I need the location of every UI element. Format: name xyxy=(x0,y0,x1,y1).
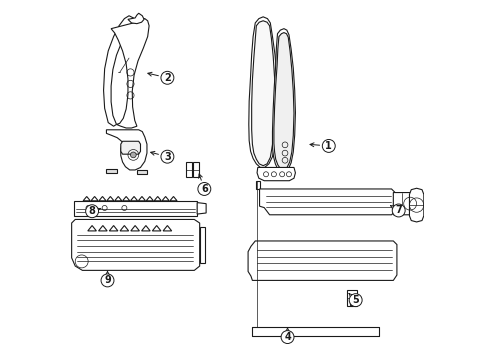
Circle shape xyxy=(348,294,362,307)
Text: 1: 1 xyxy=(325,141,331,151)
Polygon shape xyxy=(91,197,98,201)
Polygon shape xyxy=(169,197,177,201)
Text: 5: 5 xyxy=(351,295,358,305)
Polygon shape xyxy=(83,197,90,201)
Polygon shape xyxy=(72,220,199,270)
Polygon shape xyxy=(146,197,153,201)
Polygon shape xyxy=(106,169,117,173)
Text: 2: 2 xyxy=(163,73,170,83)
Circle shape xyxy=(161,150,174,163)
Polygon shape xyxy=(408,188,423,222)
Polygon shape xyxy=(162,197,169,201)
Circle shape xyxy=(198,183,210,195)
Polygon shape xyxy=(74,201,197,216)
Polygon shape xyxy=(259,189,394,215)
Polygon shape xyxy=(272,29,295,172)
Polygon shape xyxy=(163,226,171,231)
Text: 4: 4 xyxy=(284,332,290,342)
Polygon shape xyxy=(128,13,144,24)
Polygon shape xyxy=(88,226,96,231)
Polygon shape xyxy=(115,197,122,201)
Polygon shape xyxy=(137,170,147,174)
Polygon shape xyxy=(122,197,129,201)
Circle shape xyxy=(101,274,114,287)
Polygon shape xyxy=(106,130,147,170)
Polygon shape xyxy=(106,197,114,201)
Polygon shape xyxy=(121,141,140,154)
Circle shape xyxy=(281,330,293,343)
Polygon shape xyxy=(197,203,206,214)
Polygon shape xyxy=(192,162,199,177)
Text: 6: 6 xyxy=(201,184,207,194)
Polygon shape xyxy=(109,226,118,231)
Polygon shape xyxy=(131,226,139,231)
Polygon shape xyxy=(256,181,259,189)
Polygon shape xyxy=(142,226,150,231)
Polygon shape xyxy=(111,19,149,128)
Polygon shape xyxy=(154,197,161,201)
Polygon shape xyxy=(273,33,293,170)
Polygon shape xyxy=(248,17,277,167)
Polygon shape xyxy=(185,162,192,177)
Polygon shape xyxy=(251,327,378,336)
Polygon shape xyxy=(138,197,145,201)
Polygon shape xyxy=(199,226,204,263)
Polygon shape xyxy=(152,226,161,231)
Circle shape xyxy=(161,71,174,84)
Text: 8: 8 xyxy=(88,206,95,216)
Polygon shape xyxy=(346,290,356,306)
Circle shape xyxy=(85,205,99,218)
Polygon shape xyxy=(103,16,136,126)
Polygon shape xyxy=(247,241,396,280)
Polygon shape xyxy=(99,197,106,201)
Polygon shape xyxy=(392,193,418,215)
Circle shape xyxy=(130,152,136,158)
Polygon shape xyxy=(99,226,107,231)
Polygon shape xyxy=(120,226,128,231)
Polygon shape xyxy=(251,21,274,166)
Circle shape xyxy=(322,139,335,152)
Text: 7: 7 xyxy=(394,206,401,216)
Polygon shape xyxy=(349,300,353,305)
Polygon shape xyxy=(257,167,295,181)
Polygon shape xyxy=(130,197,137,201)
Text: 9: 9 xyxy=(104,275,111,285)
Text: 3: 3 xyxy=(163,152,170,162)
Circle shape xyxy=(391,204,405,217)
